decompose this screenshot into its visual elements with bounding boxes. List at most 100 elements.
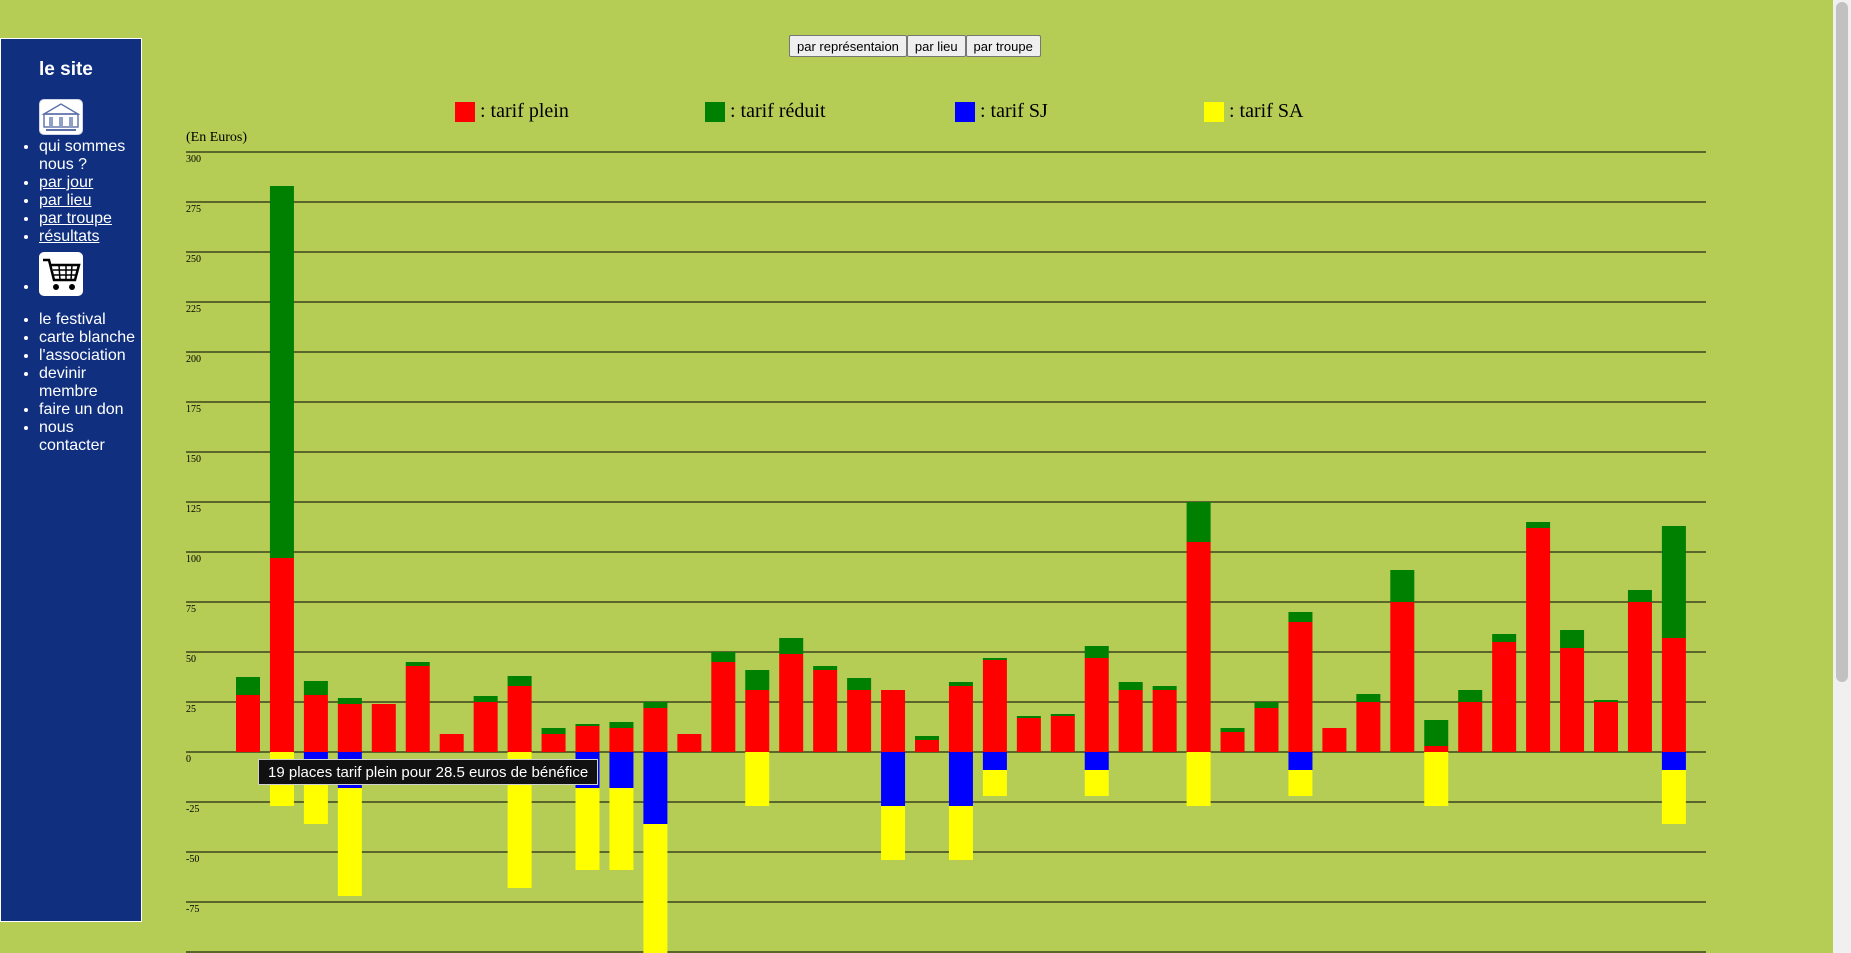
- menu-item: par troupe: [39, 210, 143, 228]
- bar-segment: [303, 681, 328, 695]
- bar-segment: [575, 788, 600, 870]
- bar-segment: [1627, 602, 1652, 752]
- bar-segment: [439, 734, 464, 752]
- legend-item-tarif-sj: : tarif SJ: [955, 100, 1048, 123]
- bar-segment: [745, 690, 770, 752]
- view-buttons: par représentaion par lieu par troupe: [789, 35, 1041, 57]
- festival-logo-icon[interactable]: [39, 99, 83, 135]
- site-title: le site: [39, 59, 93, 80]
- par-representation-button[interactable]: par représentaion: [789, 35, 907, 57]
- bar-segment: [1390, 570, 1415, 602]
- bar-segment: [575, 724, 600, 726]
- bar-segment: [405, 666, 430, 752]
- bar-segment: [1288, 770, 1313, 796]
- y-tick-label: 275: [186, 204, 201, 215]
- bar-segment: [1492, 634, 1517, 642]
- bar-segment: [1152, 686, 1177, 690]
- bar-segment: [1084, 752, 1109, 770]
- y-tick-label: 300: [186, 154, 201, 165]
- bar-segment: [1288, 612, 1313, 622]
- y-tick-label: 75: [186, 604, 196, 615]
- par-troupe-button[interactable]: par troupe: [965, 35, 1041, 57]
- menu-link[interactable]: par troupe: [39, 210, 112, 227]
- y-tick-label: -50: [186, 854, 199, 865]
- bar-segment: [541, 734, 566, 752]
- bar-segment: [948, 752, 973, 806]
- legend-item-tarif-reduit: : tarif réduit: [705, 100, 826, 123]
- bar-segment: [236, 695, 260, 752]
- menu-link[interactable]: par lieu: [39, 192, 92, 209]
- legend-label-tarif-reduit: : tarif réduit: [730, 100, 826, 122]
- bar-segment: [609, 722, 634, 728]
- menu-item[interactable]: le festival: [39, 311, 143, 329]
- legend-label-tarif-sa: : tarif SA: [1229, 100, 1304, 122]
- bar-segment: [1424, 746, 1449, 752]
- menu-link[interactable]: par jour: [39, 174, 94, 191]
- bar-segment: [405, 662, 430, 666]
- bar-segment: [1661, 526, 1686, 638]
- bar-segment: [1016, 718, 1041, 752]
- bar-segment: [915, 740, 939, 752]
- y-tick-label: 50: [186, 654, 196, 665]
- menu-item[interactable]: l'association: [39, 347, 143, 365]
- bar-segment: [1152, 690, 1177, 752]
- bar-segment: [1560, 630, 1585, 648]
- bar-segment: [643, 824, 668, 953]
- cart-item: [39, 252, 143, 296]
- bar-segment: [541, 728, 566, 734]
- bar-segment: [1458, 702, 1483, 752]
- menu-item[interactable]: faire un don: [39, 401, 143, 419]
- bar-segment: [575, 726, 600, 752]
- bar-segment: [1661, 752, 1686, 770]
- bar-segment: [643, 708, 668, 752]
- menu-label[interactable]: qui sommes nous ?: [39, 138, 126, 173]
- y-tick-label: 0: [186, 754, 191, 765]
- bar-segment: [609, 728, 634, 752]
- bar-segment: [1526, 522, 1551, 528]
- menu-item: résultats: [39, 228, 143, 246]
- scrollbar-thumb[interactable]: [1836, 2, 1848, 682]
- y-tick-label: -75: [186, 904, 199, 915]
- shopping-cart-icon[interactable]: [39, 252, 83, 296]
- bar-segment: [1594, 700, 1618, 702]
- bar-segment: [1424, 752, 1449, 806]
- y-tick-label: -25: [186, 804, 199, 815]
- bar-segment: [1254, 708, 1279, 752]
- menu-link[interactable]: résultats: [39, 228, 100, 245]
- bar-segment: [1322, 728, 1347, 752]
- bar-segment: [507, 686, 532, 752]
- menu-item[interactable]: qui sommes nous ?: [39, 138, 143, 174]
- bar-segment: [847, 678, 872, 690]
- bar-segment: [813, 670, 838, 752]
- bar-segment: [1492, 642, 1517, 752]
- bar-segment: [779, 638, 804, 654]
- bar-segment: [1424, 720, 1449, 746]
- par-lieu-button[interactable]: par lieu: [906, 35, 966, 57]
- bar-segment: [1186, 542, 1211, 752]
- secondary-menu: le festivalcarte blanchel'associationdev…: [1, 311, 143, 455]
- legend-item-tarif-plein: : tarif plein: [455, 100, 569, 123]
- bar-segment: [1356, 702, 1381, 752]
- bar-segment: [1016, 716, 1041, 718]
- bar-segment: [236, 677, 260, 695]
- bar-segment: [982, 752, 1007, 770]
- bar-segment: [948, 682, 973, 686]
- y-tick-label: 175: [186, 404, 201, 415]
- y-tick-label: 225: [186, 304, 201, 315]
- bar-segment: [1627, 590, 1652, 602]
- bar-segment: [1661, 638, 1686, 752]
- vertical-scrollbar[interactable]: [1833, 0, 1851, 953]
- bar-segment: [779, 654, 804, 752]
- menu-item[interactable]: devinir membre: [39, 365, 143, 401]
- bar-segment: [473, 702, 498, 752]
- bar-segment: [1186, 752, 1211, 806]
- menu-item[interactable]: carte blanche: [39, 329, 143, 347]
- menu-item[interactable]: nous contacter: [39, 419, 143, 455]
- bar-segment: [337, 698, 362, 704]
- legend-swatch-tarif-sa: [1204, 101, 1224, 122]
- bar-segment: [1220, 732, 1245, 752]
- bar-segment: [1050, 714, 1075, 716]
- bar-tooltip: 19 places tarif plein pour 28.5 euros de…: [258, 759, 599, 785]
- legend-swatch-tarif-plein: [455, 101, 475, 122]
